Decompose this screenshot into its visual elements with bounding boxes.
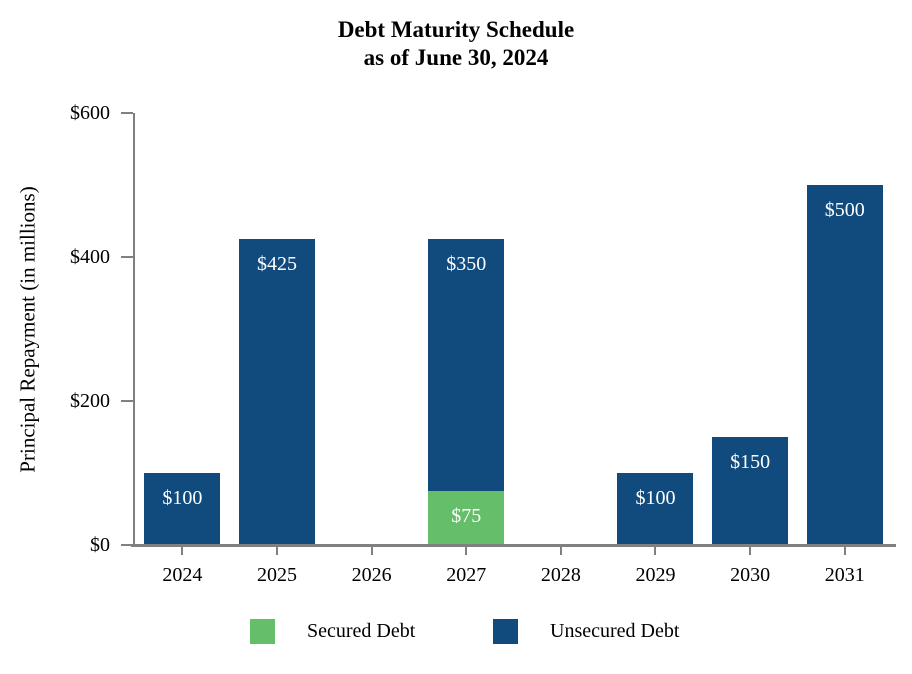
y-axis-line — [133, 113, 135, 547]
y-tick-label: $400 — [70, 246, 110, 268]
x-axis-line — [131, 544, 896, 547]
x-axis-tick — [654, 546, 657, 555]
legend: Secured Debt Unsecured Debt — [0, 615, 912, 651]
y-axis-tick — [121, 400, 133, 402]
x-tick-label: 2026 — [351, 564, 392, 586]
chart-title-line2: as of June 30, 2024 — [363, 45, 549, 70]
legend-swatch-unsecured-debt — [493, 619, 518, 644]
x-tick-label: 2025 — [256, 564, 297, 586]
bar-value-label: $100 — [162, 487, 203, 509]
bar-value-label: $425 — [256, 253, 297, 275]
y-tick-label: $0 — [90, 534, 110, 556]
bar-value-label: $500 — [824, 199, 865, 221]
chart-title-line1: Debt Maturity Schedule — [337, 17, 575, 42]
bar-segment-unsecured-debt — [144, 473, 221, 545]
bar-value-label: $100 — [635, 487, 676, 509]
x-axis-tick — [465, 546, 468, 555]
y-axis-tick — [121, 112, 133, 114]
bar-segment-unsecured-debt — [617, 473, 694, 545]
bar-value-label: $75 — [451, 505, 482, 527]
x-tick-label: 2029 — [635, 564, 676, 586]
x-tick-label: 2027 — [446, 564, 487, 586]
legend-swatch-secured-debt — [250, 619, 275, 644]
legend-label: Secured Debt — [307, 620, 416, 642]
bar-segment-unsecured-debt — [806, 185, 883, 545]
bar-segment-unsecured-debt — [428, 239, 505, 491]
x-axis-tick — [181, 546, 184, 555]
x-axis-tick — [749, 546, 752, 555]
bar-value-label: $350 — [446, 253, 487, 275]
legend-item-unsecured-debt: Unsecured Debt — [493, 619, 679, 644]
bar-value-label: $150 — [730, 451, 771, 473]
x-axis-tick — [559, 546, 562, 555]
x-tick-label: 2031 — [824, 564, 865, 586]
x-axis-tick — [370, 546, 373, 555]
x-tick-label: 2028 — [540, 564, 581, 586]
x-tick-label: 2030 — [730, 564, 771, 586]
y-tick-label: $600 — [70, 102, 110, 124]
legend-item-secured-debt: Secured Debt — [250, 619, 415, 644]
y-axis-tick — [121, 256, 133, 258]
chart-title: Debt Maturity Schedule as of June 30, 20… — [0, 16, 912, 72]
bar-segment-unsecured-debt — [238, 239, 315, 545]
x-axis-tick — [843, 546, 846, 555]
bar-segment-unsecured-debt — [712, 437, 789, 545]
x-tick-label: 2024 — [162, 564, 203, 586]
y-tick-label: $200 — [70, 390, 110, 412]
legend-label: Unsecured Debt — [550, 620, 680, 642]
y-axis-tick — [121, 544, 133, 546]
x-axis-tick — [275, 546, 278, 555]
bar-segment-secured-debt — [428, 491, 505, 545]
